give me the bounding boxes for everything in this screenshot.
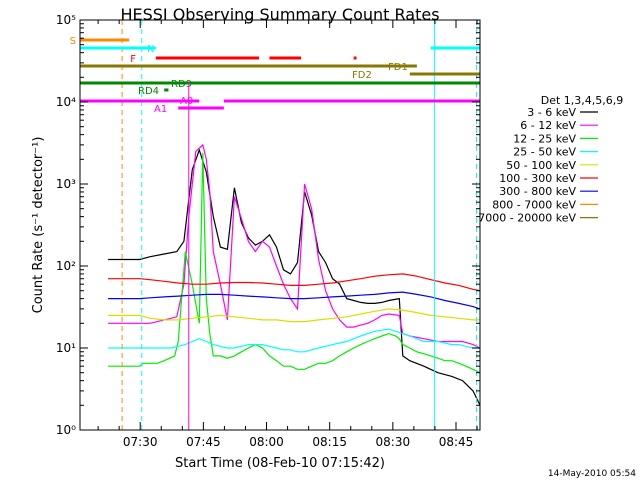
y-tick-label-2: 10² [56, 259, 76, 273]
x-tick-label-5: 08:45 [439, 435, 474, 449]
legend-label-5: 100 - 300 keV [499, 172, 576, 185]
x-tick-label-4: 08:30 [376, 435, 411, 449]
x-axis-label: Start Time (08-Feb-10 07:15:42) [175, 456, 385, 471]
flag-layer: S NF FD1 FD2 RD9 RD4 A1 A0 [70, 20, 480, 430]
x-tick-label-0: 07:30 [123, 435, 158, 449]
flag-label-rd4: RD4 [138, 86, 159, 97]
x-tick-label-3: 08:15 [312, 435, 347, 449]
series-line-5 [108, 273, 481, 292]
y-tick-label-5: 10⁵ [56, 13, 76, 27]
y-tick-label-3: 10³ [56, 177, 76, 191]
flag-label-f: F [130, 54, 136, 65]
series-line-3 [108, 328, 480, 353]
legend-label-3: 25 - 50 keV [513, 146, 576, 159]
x-tick-label-2: 08:00 [249, 435, 284, 449]
y-tick-label-1: 10¹ [56, 341, 76, 355]
flag-label-a1: A1 [154, 104, 167, 115]
flag-label-a0: A0 [180, 96, 193, 107]
y-tick-label-4: 10⁴ [56, 95, 76, 109]
series-line-0 [108, 148, 481, 406]
series-line-1 [108, 143, 481, 349]
legend-label-4: 50 - 100 keV [506, 159, 576, 172]
flag-label-fd2: FD2 [352, 70, 372, 81]
legend-label-1: 6 - 12 keV [520, 119, 576, 132]
axis-layer: 10⁰ 10¹ 10² 10³ 10⁴ 10⁵ 07:30 07:45 08:00 08:15 08… [56, 13, 480, 449]
flag-label-rd9: RD9 [171, 79, 192, 90]
legend-title: Det 1,3,4,5,6,9 [541, 94, 624, 107]
x-tick-label-1: 07:45 [186, 435, 221, 449]
y-axis-label: Count Rate (s⁻¹ detector⁻¹) [31, 137, 46, 314]
flag-label-s: S [70, 36, 76, 47]
flag-label-fd1: FD1 [388, 62, 408, 73]
legend-label-0: 3 - 6 keV [527, 106, 576, 119]
chart-title: HESSI Observing Summary Count Rates [120, 5, 439, 24]
series-line-4 [108, 308, 480, 323]
legend-label-8: 7000 - 20000 keV [478, 212, 576, 225]
legend-label-6: 300 - 800 keV [499, 185, 576, 198]
plot-frame [79, 19, 481, 431]
flag-label-n: N [147, 44, 154, 55]
y-tick-label-0: 10⁰ [56, 423, 76, 437]
series-layer [108, 143, 481, 406]
footer-date: 14-May-2010 05:54 [548, 469, 636, 479]
legend-label-7: 800 - 7000 keV [492, 198, 576, 211]
legend-label-2: 12 - 25 keV [513, 132, 576, 145]
series-line-6 [108, 291, 481, 310]
series-line-2 [108, 152, 481, 374]
